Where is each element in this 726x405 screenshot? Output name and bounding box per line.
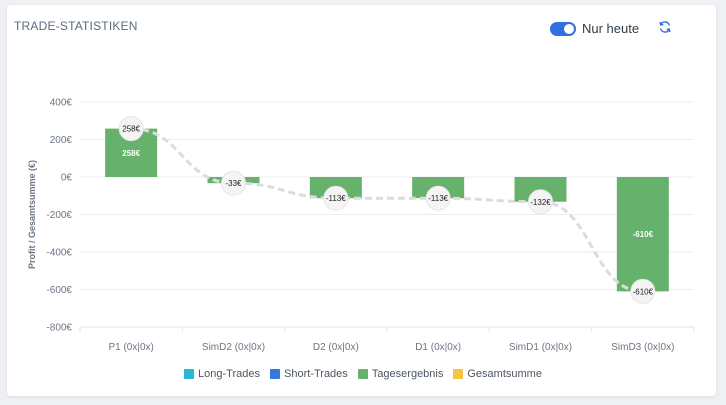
y-tick-label: -600€ bbox=[46, 285, 72, 296]
point-data-label: -113€ bbox=[326, 194, 346, 203]
y-tick-label: 0€ bbox=[61, 173, 73, 184]
point-gesamtsumme bbox=[323, 185, 349, 211]
toggle-knob bbox=[564, 23, 574, 34]
legend-label: Gesamtsumme bbox=[467, 368, 542, 380]
bar-data-label: 258€ bbox=[122, 149, 140, 158]
today-toggle-wrap: Nur heute bbox=[550, 21, 639, 36]
x-tick-label: SimD3 (0x|0x) bbox=[611, 342, 674, 353]
y-tick-label: 200€ bbox=[50, 135, 73, 146]
x-tick-label: D2 (0x|0x) bbox=[313, 342, 359, 353]
legend-item[interactable]: Long-Trades bbox=[184, 368, 260, 380]
point-gesamtsumme bbox=[221, 170, 246, 196]
point-data-label: 258€ bbox=[122, 125, 140, 134]
point-data-label: -610€ bbox=[633, 287, 654, 296]
line-gesamtsumme bbox=[131, 127, 643, 293]
bar-tagesergebnis bbox=[616, 177, 669, 292]
point-data-label: -113€ bbox=[428, 194, 448, 203]
x-tick-label: P1 (0x|0x) bbox=[108, 342, 153, 353]
y-axis-title: Profit / Gesamtsumme (€) bbox=[27, 160, 37, 269]
legend-item[interactable]: Short-Trades bbox=[270, 368, 348, 380]
bar-data-label: -610€ bbox=[633, 230, 654, 239]
point-data-label: -132€ bbox=[530, 198, 551, 207]
legend-swatch bbox=[453, 369, 464, 379]
point-gesamtsumme bbox=[630, 278, 656, 304]
point-gesamtsumme bbox=[425, 185, 451, 211]
chart-legend: Long-Trades Short-Trades Tagesergebnis Gesa… bbox=[0, 368, 726, 380]
stats-card bbox=[7, 5, 716, 396]
point-data-label: -33€ bbox=[225, 179, 242, 188]
legend-swatch bbox=[184, 369, 195, 379]
refresh-icon[interactable] bbox=[658, 20, 672, 34]
legend-swatch bbox=[357, 369, 368, 379]
legend-item[interactable]: Gesamtsumme bbox=[453, 368, 542, 380]
y-tick-label: -800€ bbox=[46, 323, 72, 334]
y-tick-label: 400€ bbox=[50, 98, 73, 109]
x-tick-label: SimD2 (0x|0x) bbox=[202, 342, 265, 353]
x-tick-label: D1 (0x|0x) bbox=[415, 342, 461, 353]
legend-label: Tagesergebnis bbox=[371, 368, 444, 380]
today-toggle-label: Nur heute bbox=[582, 21, 640, 36]
point-gesamtsumme bbox=[118, 116, 144, 142]
legend-label: Short-Trades bbox=[284, 368, 348, 380]
card-title: TRADE-STATISTIKEN bbox=[14, 19, 138, 33]
point-gesamtsumme bbox=[528, 189, 553, 215]
y-tick-label: -200€ bbox=[46, 210, 72, 221]
legend-swatch bbox=[270, 369, 281, 379]
today-toggle[interactable] bbox=[550, 21, 576, 36]
y-tick-label: -400€ bbox=[46, 248, 72, 259]
x-tick-label: SimD1 (0x|0x) bbox=[509, 342, 572, 353]
legend-item[interactable]: Tagesergebnis bbox=[357, 368, 444, 380]
legend-label: Long-Trades bbox=[198, 368, 261, 380]
